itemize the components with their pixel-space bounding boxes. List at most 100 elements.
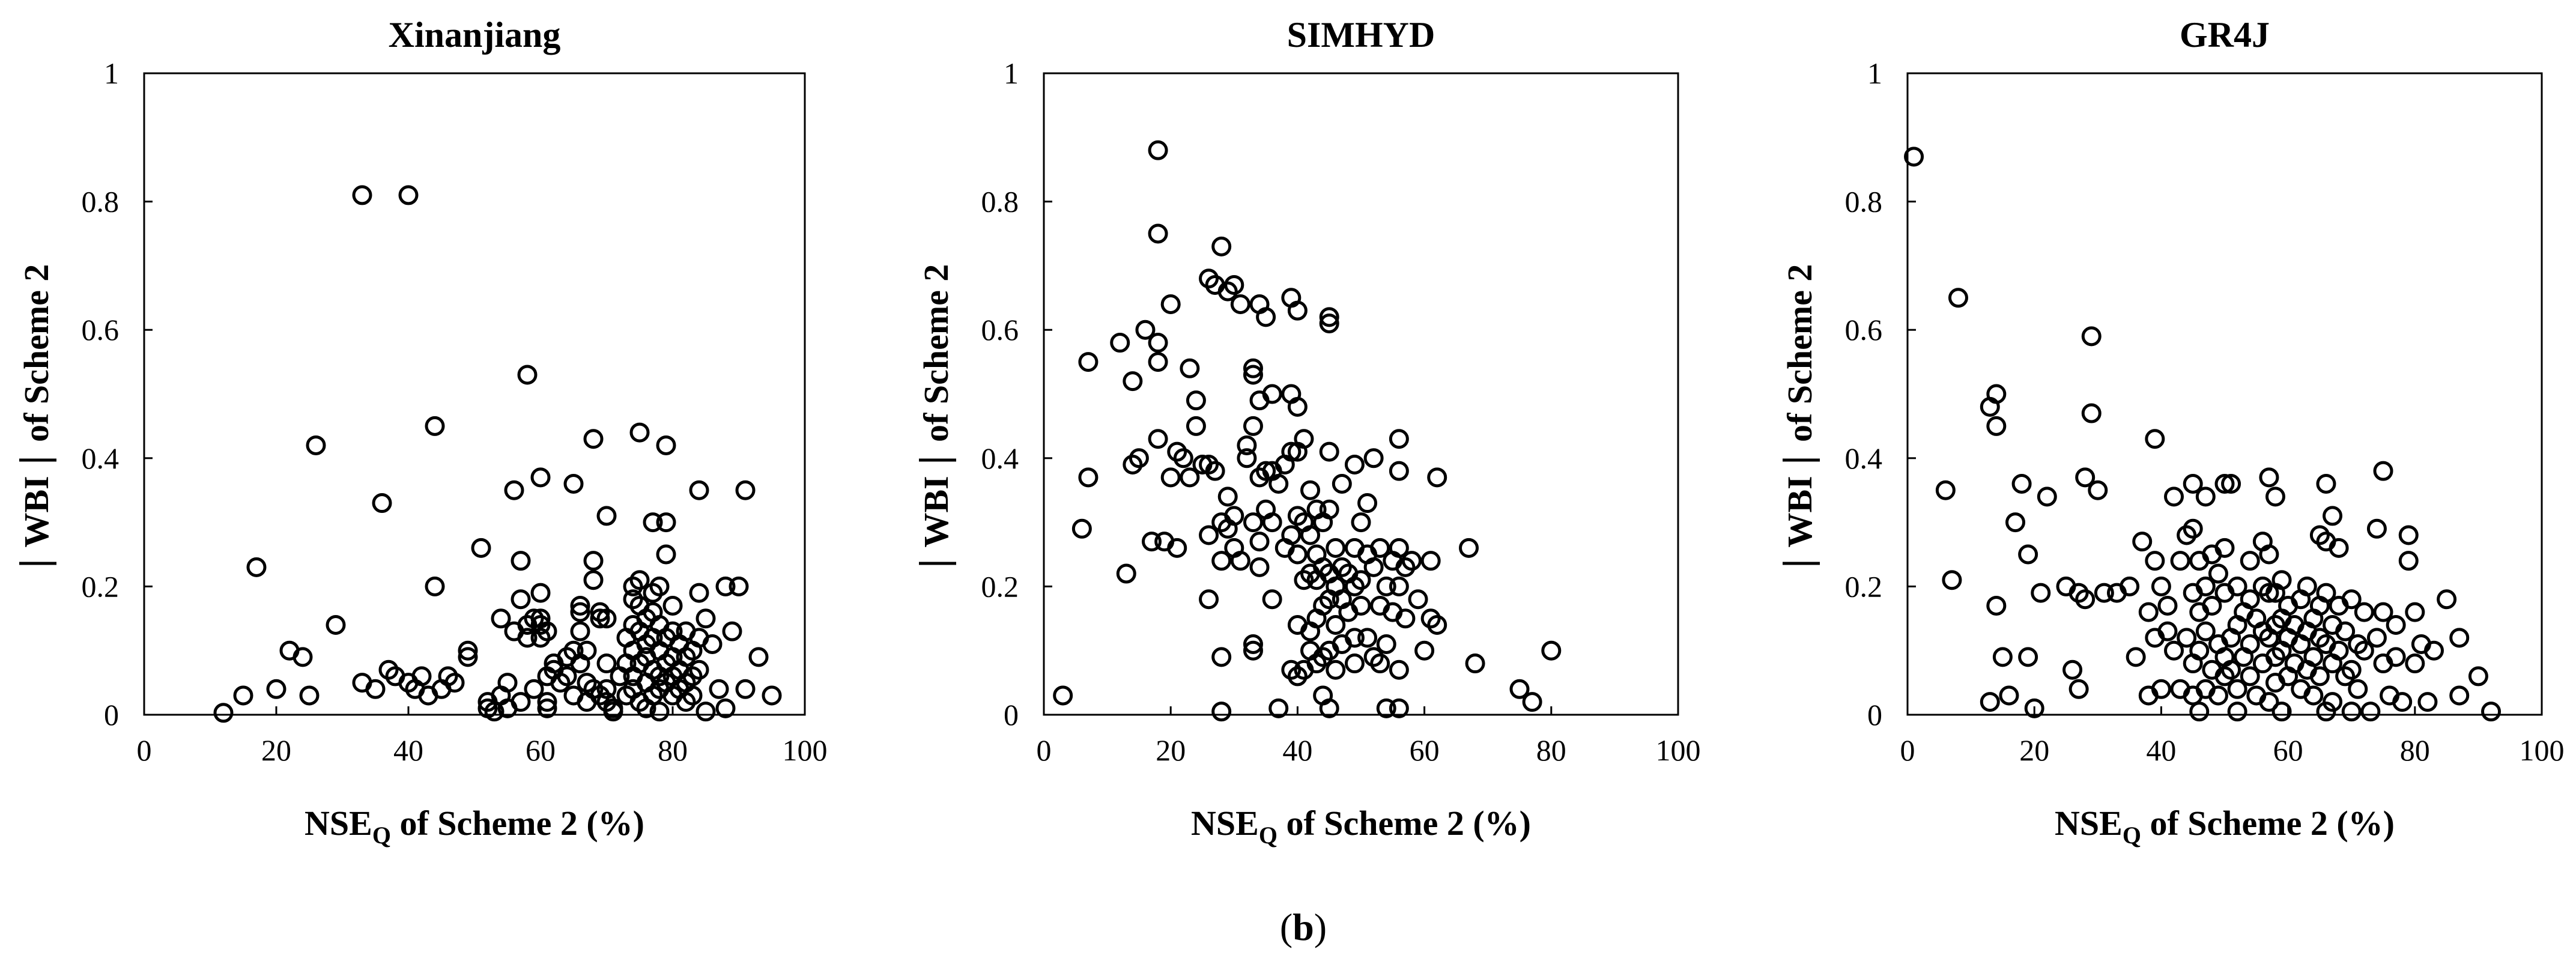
data-point: [1129, 448, 1149, 468]
data-point: [2031, 583, 2051, 603]
data-point: [590, 685, 610, 706]
data-point: [1389, 698, 1409, 718]
data-point: [1217, 487, 1238, 507]
data-point: [530, 614, 551, 635]
data-point: [2018, 544, 2038, 565]
data-point: [352, 185, 372, 205]
data-point: [326, 614, 346, 635]
data-point: [2398, 525, 2419, 545]
data-point: [1053, 685, 1073, 706]
data-point: [2392, 692, 2413, 712]
data-point: [722, 621, 742, 641]
data-point: [2271, 702, 2292, 722]
data-point: [1160, 294, 1181, 314]
data-point: [1167, 538, 1187, 558]
data-point: [2189, 702, 2210, 722]
data-point: [1935, 480, 1956, 500]
data-point: [1243, 416, 1263, 436]
x-axis-label: NSEQ of Scheme 2 (%): [1191, 804, 1531, 849]
data-point: [1319, 441, 1339, 462]
panel-title-gr4j: GR4J: [2180, 15, 2270, 55]
data-point: [2138, 602, 2159, 622]
data-point: [2335, 666, 2356, 687]
data-point: [1326, 538, 1346, 558]
data-point: [1313, 647, 1333, 667]
data-point: [292, 647, 313, 667]
data-point: [511, 589, 531, 610]
data-point: [365, 679, 386, 699]
data-point: [2265, 487, 2285, 507]
plot-frame: [1043, 72, 1679, 716]
data-point: [1262, 384, 1282, 404]
y-axis-label: WBI of Scheme 2: [17, 264, 56, 565]
data-point: [676, 647, 696, 667]
data-point: [583, 551, 604, 571]
data-point: [1243, 634, 1263, 655]
data-point: [524, 608, 544, 629]
data-point: [1268, 474, 1289, 494]
data-point: [517, 365, 538, 385]
data-point: [2145, 429, 2165, 449]
data-point: [715, 576, 736, 596]
y-tick-label: 0.8: [1845, 185, 1883, 219]
data-point: [1148, 429, 1168, 449]
data-point: [577, 640, 597, 661]
data-point: [662, 595, 683, 616]
data-point: [563, 474, 584, 494]
data-point: [2202, 595, 2222, 616]
data-point: [689, 659, 709, 680]
x-tick-label: 60: [526, 733, 556, 767]
x-tick-label: 40: [1282, 733, 1312, 767]
data-point: [2005, 512, 2026, 533]
y-axis-label: WBI of Scheme 2: [917, 264, 956, 565]
data-point: [2151, 576, 2171, 596]
y-tick-label: 0.4: [82, 441, 120, 475]
data-point: [2214, 474, 2235, 494]
data-point: [2094, 583, 2114, 603]
data-point: [2386, 647, 2406, 667]
plot-frame: [143, 72, 806, 716]
data-point: [2189, 640, 2210, 661]
data-point: [458, 647, 478, 667]
data-point: [2157, 595, 2178, 616]
data-point: [1344, 454, 1365, 474]
y-tick-label: 0.8: [981, 185, 1019, 219]
data-point: [2373, 602, 2393, 622]
y-tick-label: 0.8: [82, 185, 120, 219]
y-tick-label: 0: [1004, 698, 1019, 732]
data-point: [2214, 538, 2235, 558]
data-point: [1357, 493, 1378, 514]
data-point: [2183, 518, 2203, 539]
data-point: [2164, 640, 2184, 661]
data-point: [1078, 467, 1099, 488]
data-point: [2183, 474, 2203, 494]
data-point: [1376, 698, 1396, 718]
data-point: [444, 673, 465, 693]
data-point: [1211, 647, 1232, 667]
data-point: [596, 608, 617, 629]
svg-text:of Scheme 2: of Scheme 2: [917, 264, 956, 442]
data-point: [1249, 532, 1270, 552]
data-point: [1173, 448, 1193, 468]
y-tick-label: 0.4: [981, 441, 1019, 475]
data-point: [2195, 576, 2216, 596]
data-point: [246, 557, 267, 577]
data-point: [1230, 551, 1250, 571]
data-point: [1363, 647, 1384, 667]
data-point: [2348, 634, 2368, 655]
data-point: [1300, 525, 1321, 545]
data-point: [1243, 512, 1263, 533]
svg-text:WBI: WBI: [17, 476, 56, 547]
data-point: [550, 673, 571, 693]
data-point: [398, 185, 419, 205]
data-point: [2214, 666, 2235, 687]
data-point: [570, 602, 590, 622]
data-point: [1942, 570, 1962, 590]
y-tick-label: 0: [104, 698, 119, 732]
data-point: [2309, 666, 2330, 687]
data-point: [1332, 474, 1352, 494]
data-point: [656, 435, 676, 455]
y-tick-label: 1: [1004, 56, 1019, 90]
data-point: [2366, 628, 2387, 648]
data-point: [1319, 499, 1339, 520]
